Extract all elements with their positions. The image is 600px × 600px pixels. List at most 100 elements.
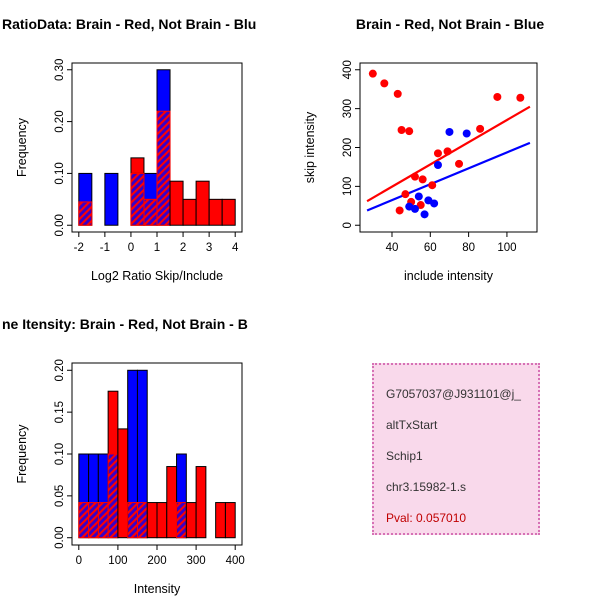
scatter-point bbox=[410, 172, 419, 181]
scatter-point bbox=[416, 201, 425, 210]
panel-intensity-scatter: Brain - Red, Not Brain - Blue 40 60 80 100 0… bbox=[300, 0, 600, 300]
scatter-point bbox=[428, 181, 437, 190]
x-tick-label: 100 bbox=[108, 555, 127, 567]
x-tick-label: 0 bbox=[76, 555, 82, 567]
panel-ratio-histogram: RatioData: Brain - Red, Not Brain - Blu … bbox=[0, 0, 300, 300]
hist-bar-red bbox=[169, 180, 184, 226]
y-tick-label: 400 bbox=[342, 60, 354, 79]
panel-gene-info: G7057037@J931101@j_ altTxStart Schip1 ch… bbox=[300, 300, 600, 600]
y-tick-label: 0.00 bbox=[54, 527, 66, 549]
x-tick-label: 0 bbox=[128, 242, 134, 254]
x-tick-label: 2 bbox=[180, 242, 186, 254]
hist-bar-red bbox=[215, 502, 226, 539]
hist-bar-red bbox=[130, 157, 145, 174]
hist-bar-overlap bbox=[156, 110, 171, 226]
y-tick-label: 0.20 bbox=[54, 359, 66, 381]
x-axis-label: Intensity bbox=[134, 582, 181, 596]
y-tick-label: 0.20 bbox=[54, 110, 66, 132]
scatter-point bbox=[380, 79, 389, 88]
hist-bar-overlap bbox=[130, 172, 145, 226]
y-tick-label: 300 bbox=[342, 99, 354, 118]
y-tick-label: 0 bbox=[342, 222, 354, 228]
info-box: G7057037@J931101@j_ altTxStart Schip1 ch… bbox=[372, 363, 540, 535]
scatter-point bbox=[445, 127, 454, 136]
gene-intensity-histogram-chart: 0 100 200 300 400 0.00 0.05 0.10 0.15 0.20 Intensi… bbox=[15, 359, 245, 596]
scatter-point bbox=[405, 127, 414, 136]
x-tick-label: -2 bbox=[74, 242, 84, 254]
y-tick-label: 0.05 bbox=[54, 485, 66, 507]
hist-bar-red bbox=[195, 466, 207, 539]
hist-bar-red bbox=[208, 198, 223, 226]
hist-bar-red bbox=[195, 180, 210, 226]
scatter-point bbox=[433, 149, 442, 158]
x-tick-label: 4 bbox=[232, 242, 239, 254]
intensity-scatter-chart: 40 60 80 100 0 100 200 300 400 include intensity s… bbox=[303, 60, 538, 283]
scatter-point bbox=[462, 129, 471, 138]
hist-bar-overlap bbox=[143, 198, 158, 226]
hist-bar-red bbox=[182, 198, 197, 226]
scatter-point bbox=[455, 159, 464, 168]
x-tick-label: 200 bbox=[147, 555, 166, 567]
y-tick-label: 0.30 bbox=[54, 59, 66, 81]
info-line: G7057037@J931101@j_ bbox=[386, 387, 521, 401]
scatter-point bbox=[397, 126, 406, 135]
hist-bar-red bbox=[221, 198, 236, 226]
scatter-point bbox=[395, 206, 404, 215]
scatter-point bbox=[443, 147, 452, 156]
hist-bar-red bbox=[156, 502, 168, 539]
hist-bar-overlap bbox=[88, 502, 99, 539]
gene-intensity-histogram-title: ne Itensity: Brain - Red, Not Brain - B bbox=[2, 316, 248, 332]
ratio-histogram-title: RatioData: Brain - Red, Not Brain - Blu bbox=[2, 16, 257, 32]
hist-bar-red bbox=[107, 390, 119, 455]
hist-bar-overlap bbox=[78, 201, 93, 226]
hist-bar-red bbox=[166, 466, 178, 539]
hist-bar-overlap bbox=[78, 502, 90, 539]
hist-bar-overlap bbox=[176, 502, 187, 539]
y-tick-label: 100 bbox=[342, 177, 354, 196]
x-tick-label: 40 bbox=[386, 242, 399, 254]
scatter-point bbox=[418, 175, 427, 184]
x-tick-label: 60 bbox=[424, 242, 437, 254]
x-tick-label: 400 bbox=[226, 555, 245, 567]
scatter-point bbox=[414, 192, 423, 201]
y-tick-label: 0.10 bbox=[54, 443, 66, 465]
scatter-point bbox=[476, 124, 485, 133]
x-tick-label: 300 bbox=[187, 555, 206, 567]
y-tick-label: 200 bbox=[342, 138, 354, 157]
scatter-point bbox=[433, 160, 442, 169]
hist-bar-red bbox=[185, 502, 197, 539]
panel-gene-intensity-histogram: ne Itensity: Brain - Red, Not Brain - B … bbox=[0, 300, 300, 600]
scatter-title: Brain - Red, Not Brain - Blue bbox=[355, 16, 545, 32]
y-axis-label: skip intensity bbox=[303, 111, 317, 183]
y-tick-label: 0.15 bbox=[54, 401, 66, 423]
hist-bar-overlap bbox=[97, 502, 109, 539]
x-tick-label: 3 bbox=[206, 242, 212, 254]
ratio-histogram-chart: -2 -1 0 1 2 3 4 0.00 0.10 0.20 0.30 Log2 Ratio Skip… bbox=[15, 59, 243, 283]
y-axis-label: Frequency bbox=[15, 117, 29, 177]
x-tick-label: 100 bbox=[497, 242, 516, 254]
x-axis-label: Log2 Ratio Skip/Include bbox=[91, 269, 223, 283]
y-tick-label: 0.10 bbox=[54, 162, 66, 184]
plot-box bbox=[359, 62, 538, 233]
info-line: chr3.15982-1.s bbox=[386, 480, 467, 494]
y-axis-label: Frequency bbox=[15, 424, 29, 484]
hist-bar-blue bbox=[104, 172, 119, 226]
hist-bar-red bbox=[146, 502, 158, 539]
scatter-point bbox=[368, 69, 377, 78]
scatter-point bbox=[430, 199, 439, 208]
scatter-point bbox=[420, 210, 429, 219]
scatter-point bbox=[493, 92, 502, 101]
x-tick-label: 1 bbox=[154, 242, 160, 254]
info-line: Schip1 bbox=[386, 449, 423, 463]
info-line: altTxStart bbox=[386, 418, 438, 432]
x-axis-label: include intensity bbox=[404, 269, 494, 283]
info-line: Pval: 0.057010 bbox=[386, 511, 467, 525]
scatter-point bbox=[393, 89, 402, 98]
hist-bar-red bbox=[117, 428, 129, 539]
y-tick-label: 0.00 bbox=[54, 214, 66, 236]
hist-bar-red bbox=[224, 502, 236, 539]
scatter-point bbox=[410, 204, 419, 213]
scatter-point bbox=[401, 190, 410, 199]
x-tick-label: -1 bbox=[100, 242, 110, 254]
